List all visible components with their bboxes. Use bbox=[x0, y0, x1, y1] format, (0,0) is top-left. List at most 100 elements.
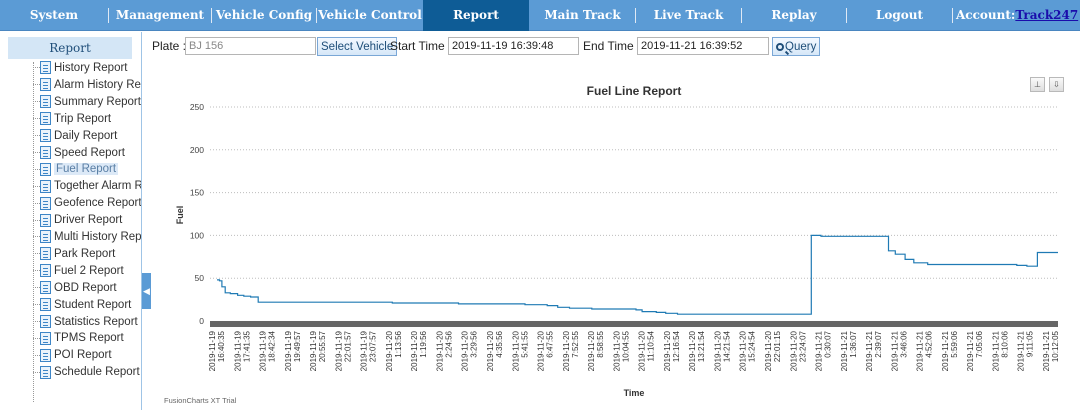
x-tick-label: 2019-11-205:41:55 bbox=[511, 330, 529, 371]
x-tick-line: 4:52:06 bbox=[925, 330, 934, 357]
nav-replay[interactable]: Replay bbox=[771, 8, 817, 22]
x-tick-line: 2019-11-21 bbox=[890, 330, 899, 371]
x-tick-line: 2019-11-20 bbox=[764, 330, 773, 371]
sidebar-item-label: Statistics Report bbox=[54, 315, 138, 328]
nav-live-track[interactable]: Live Track bbox=[653, 8, 724, 22]
x-tick-line: 2019-11-19 bbox=[334, 330, 343, 371]
sidebar-item[interactable]: Schedule Report bbox=[33, 364, 140, 380]
top-nav: System Management Vehicle Config Vehicle… bbox=[0, 0, 1080, 31]
sidebar-item[interactable]: Statistics Report bbox=[33, 314, 138, 330]
x-tick-line: 2019-11-20 bbox=[461, 330, 470, 371]
x-tick-label: 2019-11-1918:42:34 bbox=[259, 330, 277, 371]
chart-print-icon[interactable]: ⊥ bbox=[1030, 77, 1045, 92]
x-tick-label: 2019-11-206:47:55 bbox=[537, 330, 555, 371]
x-tick-label: 2019-11-2022:01:15 bbox=[764, 330, 782, 371]
report-doc-icon bbox=[40, 129, 51, 143]
nav-main-track[interactable]: Main Track bbox=[544, 8, 621, 22]
nav-divider bbox=[316, 8, 317, 23]
x-tick-line: 8:58:55 bbox=[596, 330, 605, 357]
y-tick-label: 200 bbox=[190, 145, 204, 155]
sidebar-item-label: Trip Report bbox=[54, 112, 112, 125]
x-tick-line: 2019-11-20 bbox=[789, 330, 798, 371]
tree-branch bbox=[33, 168, 40, 170]
x-tick-line: 2019-11-20 bbox=[739, 330, 748, 371]
tree-branch bbox=[33, 253, 40, 255]
sidebar-item[interactable]: Multi History Rep bbox=[33, 229, 141, 245]
query-button[interactable]: Query bbox=[772, 37, 821, 56]
sidebar-item[interactable]: Daily Report bbox=[33, 128, 117, 144]
x-tick-line: 5:41:55 bbox=[520, 330, 529, 357]
x-tick-line: 7:52:55 bbox=[571, 330, 580, 357]
sidebar-item[interactable]: Fuel Report bbox=[33, 161, 119, 177]
sidebar-item[interactable]: TPMS Report bbox=[33, 330, 124, 346]
x-tick-line: 14:21:54 bbox=[722, 330, 731, 362]
tree-branch bbox=[33, 337, 40, 339]
x-tick-line: 2019-11-20 bbox=[688, 330, 697, 371]
tree-line bbox=[33, 62, 34, 402]
collapse-sidebar-button[interactable]: ◀ bbox=[142, 273, 151, 309]
x-tick-line: 0:30:07 bbox=[824, 330, 833, 357]
sidebar-item[interactable]: Student Report bbox=[33, 297, 131, 313]
x-tick-label: 2019-11-202:24:56 bbox=[435, 330, 453, 371]
x-tick-label: 2019-11-2012:16:54 bbox=[663, 330, 681, 371]
sidebar-item[interactable]: Park Report bbox=[33, 246, 115, 262]
nav-report[interactable]: Report bbox=[423, 0, 529, 31]
account-label: Account: bbox=[956, 8, 1016, 22]
y-axis-title: Fuel bbox=[175, 206, 185, 225]
sidebar-item[interactable]: Geofence Report bbox=[33, 195, 141, 211]
end-time-input[interactable] bbox=[637, 37, 769, 55]
x-tick-label: 2019-11-214:52:06 bbox=[916, 330, 934, 371]
tree-branch bbox=[33, 101, 40, 103]
sidebar-header[interactable]: Report bbox=[8, 37, 132, 59]
x-tick-label: 2019-11-215:59:06 bbox=[941, 330, 959, 371]
plate-input[interactable] bbox=[185, 37, 316, 55]
x-tick-line: 1:36:07 bbox=[849, 330, 858, 357]
nav-vehicle-config[interactable]: Vehicle Config bbox=[215, 8, 313, 22]
x-tick-label: 2019-11-211:36:07 bbox=[840, 330, 858, 371]
report-doc-icon bbox=[40, 78, 51, 92]
x-tick-line: 5:59:06 bbox=[950, 330, 959, 357]
nav-logout[interactable]: Logout bbox=[875, 8, 924, 22]
sidebar-item[interactable]: Fuel 2 Report bbox=[33, 263, 124, 279]
nav-vehicle-control[interactable]: Vehicle Control bbox=[318, 8, 422, 22]
sidebar-item-label: OBD Report bbox=[54, 281, 117, 294]
x-tick-label: 2019-11-2010:04:55 bbox=[612, 330, 630, 371]
sidebar-item[interactable]: Speed Report bbox=[33, 145, 125, 161]
sidebar-item[interactable]: OBD Report bbox=[33, 280, 117, 296]
sidebar-item[interactable]: Together Alarm R bbox=[33, 178, 141, 194]
select-vehicle-button[interactable]: Select Vehicle bbox=[317, 37, 398, 56]
chart-title: Fuel Line Report bbox=[587, 84, 682, 98]
x-tick-line: 2019-11-21 bbox=[1017, 330, 1026, 371]
sidebar-item[interactable]: POI Report bbox=[33, 347, 112, 363]
sidebar-item[interactable]: Alarm History Re bbox=[33, 77, 141, 93]
x-tick-line: 22:01:15 bbox=[773, 330, 782, 362]
x-tick-line: 2019-11-20 bbox=[511, 330, 520, 371]
chart-export-icon[interactable]: ⇩ bbox=[1049, 77, 1064, 92]
x-tick-label: 2019-11-1923:07:57 bbox=[360, 330, 378, 371]
sidebar-item[interactable]: Summary Report bbox=[33, 94, 141, 110]
tree-branch bbox=[33, 219, 40, 221]
tree-branch bbox=[33, 304, 40, 306]
tree-branch bbox=[33, 202, 40, 204]
start-time-input[interactable] bbox=[448, 37, 579, 55]
account-link[interactable]: Track247 bbox=[1015, 8, 1079, 22]
chart-canvas: Fuel Line Report 0 50 100 150 200 250 Fuel 2019-… bbox=[164, 84, 1060, 405]
account-info: Account:Track247 bbox=[956, 0, 1078, 31]
nav-divider bbox=[846, 8, 847, 23]
x-tick-line: 2019-11-21 bbox=[991, 330, 1000, 371]
x-tick-line: 2019-11-20 bbox=[385, 330, 394, 371]
sidebar-item-label: Fuel Report bbox=[54, 163, 119, 176]
sidebar-item[interactable]: Trip Report bbox=[33, 111, 111, 127]
x-tick-line: 2019-11-20 bbox=[638, 330, 647, 371]
x-tick-line: 16:40:35 bbox=[217, 330, 226, 362]
x-axis-title: Time bbox=[624, 388, 645, 398]
nav-management[interactable]: Management bbox=[115, 8, 205, 22]
x-tick-label: 2019-11-1919:49:57 bbox=[284, 330, 302, 371]
sidebar-item-label: Alarm History Re bbox=[54, 78, 141, 91]
sidebar-item[interactable]: History Report bbox=[33, 60, 128, 76]
nav-system[interactable]: System bbox=[29, 8, 79, 22]
nav-divider bbox=[108, 8, 109, 23]
fuel-series-line-0 bbox=[217, 234, 1058, 315]
sidebar-item[interactable]: Driver Report bbox=[33, 212, 122, 228]
sidebar-item-label: Student Report bbox=[54, 298, 132, 311]
